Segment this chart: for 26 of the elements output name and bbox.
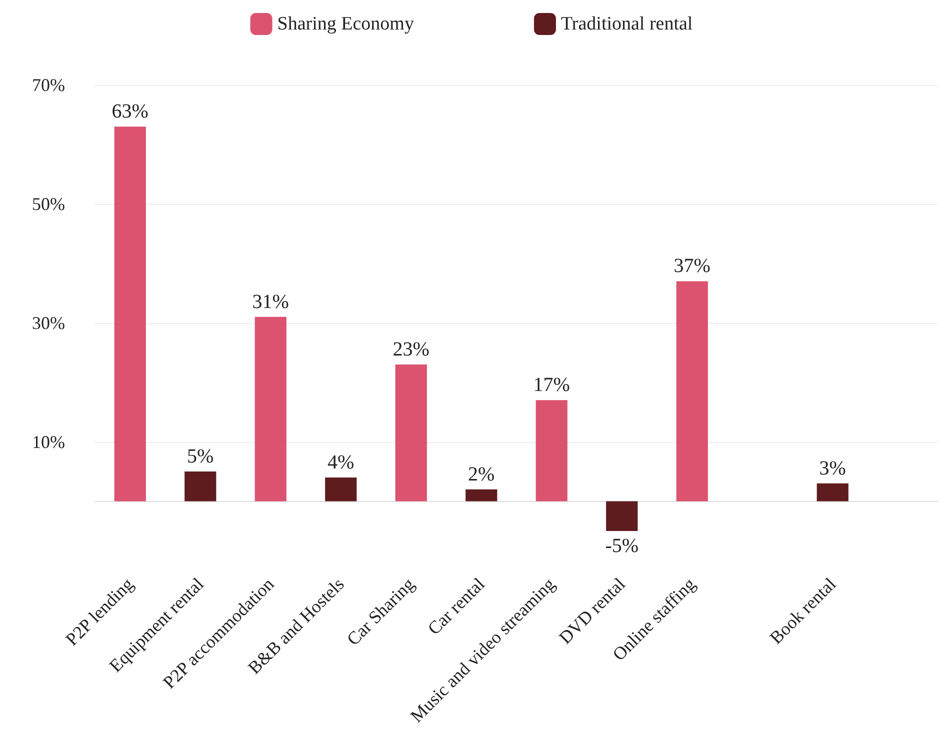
- data-label: 63%: [112, 100, 148, 123]
- legend-label: Traditional rental: [560, 14, 693, 34]
- bar: [676, 281, 708, 502]
- bar: [254, 316, 286, 502]
- y-tick-label: 10%: [32, 432, 65, 452]
- bar: [816, 483, 848, 502]
- data-label: 3%: [819, 457, 846, 480]
- data-label: 5%: [187, 446, 214, 468]
- data-label: -5%: [605, 535, 639, 557]
- data-label: 31%: [252, 290, 289, 313]
- legend-label: Sharing Economy: [277, 14, 414, 34]
- bar: [325, 477, 357, 502]
- bar: [395, 364, 427, 502]
- data-label: 17%: [533, 374, 570, 396]
- y-tick-label: 50%: [32, 194, 65, 214]
- bar: [536, 400, 568, 502]
- bar: [606, 501, 638, 531]
- bar: [114, 126, 146, 502]
- y-tick-label: 30%: [32, 312, 65, 333]
- data-label: 2%: [468, 463, 495, 486]
- data-label: 23%: [392, 338, 430, 360]
- data-label: 4%: [328, 451, 354, 474]
- y-tick-label: 70%: [32, 75, 65, 95]
- bar: [184, 472, 216, 502]
- data-label: 37%: [674, 255, 710, 278]
- bar: [466, 489, 498, 502]
